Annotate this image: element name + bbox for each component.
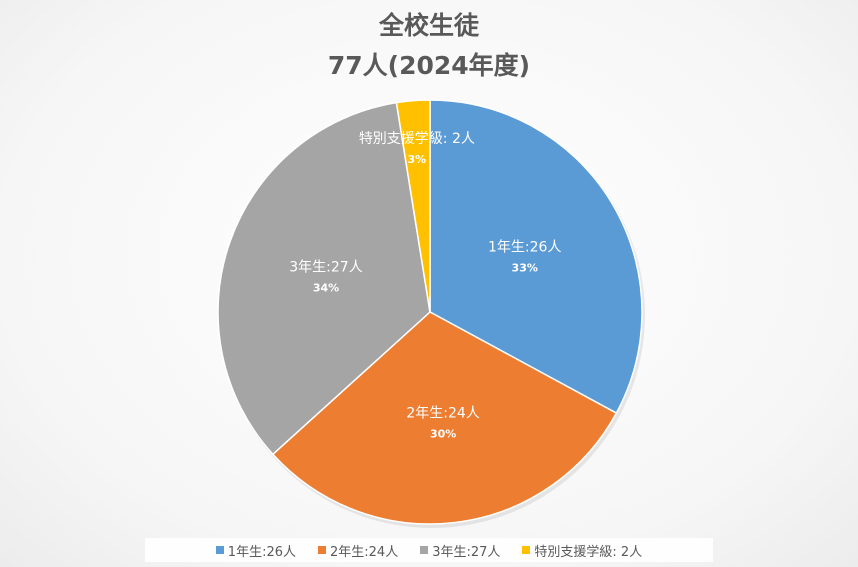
slice-label-4: 特別支援学級: 2人 bbox=[359, 131, 475, 147]
slice-label-2: 2年生:24人 bbox=[406, 405, 479, 421]
legend-swatch bbox=[318, 546, 326, 554]
legend-label: 特別支援学級: 2人 bbox=[534, 544, 643, 560]
slice-label-3: 3年生:27人 bbox=[289, 259, 362, 275]
legend-item-3: 3年生:27人 bbox=[420, 541, 500, 560]
legend-label: 3年生:27人 bbox=[432, 544, 501, 560]
pie-slice-4 bbox=[395, 99, 431, 313]
pie-slice-2 bbox=[271, 311, 618, 525]
chart-title-line1: 全校生徒 bbox=[378, 11, 479, 40]
legend: 1年生:26人 2年生:24人 3年生:27人 特別支援学級: 2人 bbox=[145, 538, 713, 562]
slice-label-1: 1年生:26人 bbox=[488, 240, 561, 256]
legend-item-4: 特別支援学級: 2人 bbox=[522, 541, 642, 560]
legend-swatch bbox=[420, 546, 429, 554]
slice-percent-2: 30% bbox=[430, 427, 456, 440]
legend-item-2: 2年生:24人 bbox=[318, 541, 398, 560]
legend-label: 1年生:26人 bbox=[227, 544, 296, 560]
legend-swatch bbox=[522, 546, 531, 554]
legend-swatch bbox=[215, 546, 224, 554]
chart-title-line2: 77人(2024年度) bbox=[327, 51, 531, 80]
legend-label: 2年生:24人 bbox=[330, 544, 399, 560]
slice-percent-1: 33% bbox=[512, 262, 538, 275]
legend-item-1: 1年生:26人 bbox=[215, 541, 296, 560]
pie-slice-3 bbox=[217, 101, 431, 456]
chart-title: 全校生徒 77人(2024年度) bbox=[0, 6, 858, 86]
slice-percent-4: 3% bbox=[408, 153, 427, 166]
slice-percent-3: 34% bbox=[313, 281, 339, 294]
pie-slice-1 bbox=[429, 99, 643, 415]
